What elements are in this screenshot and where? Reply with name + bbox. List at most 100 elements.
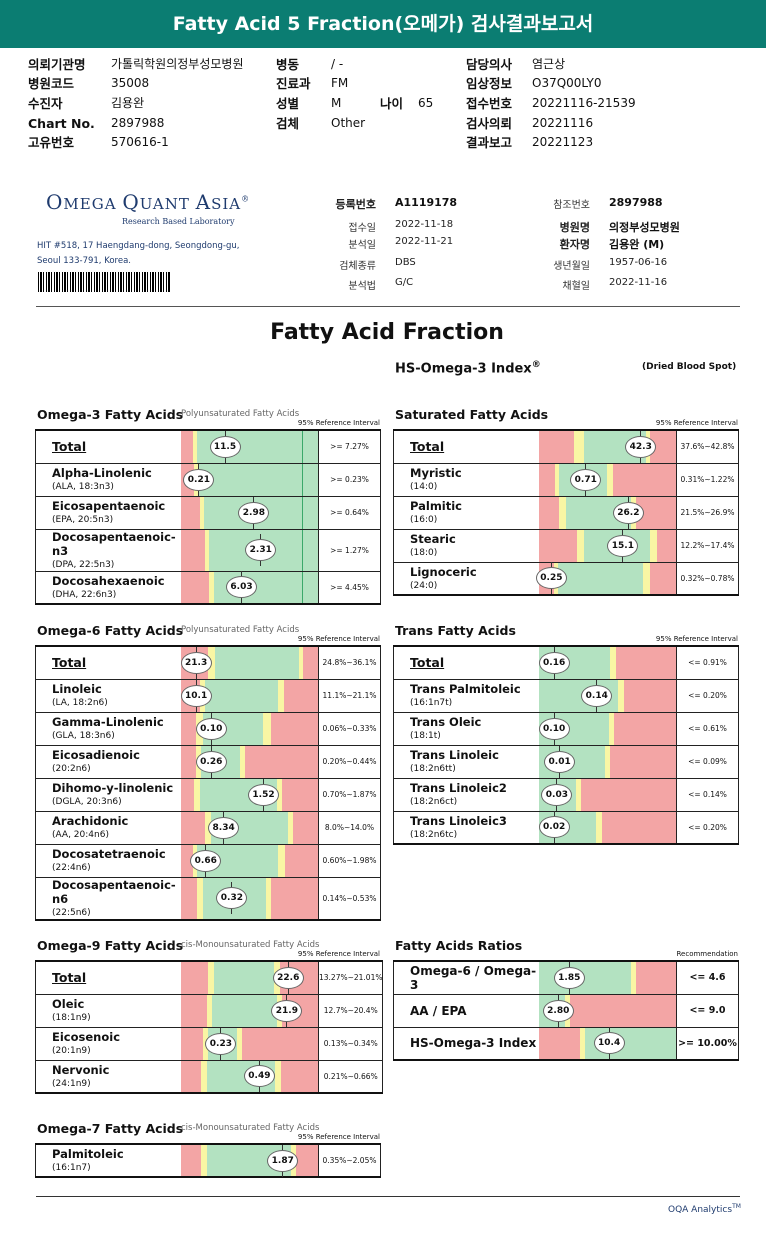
section-title-o3: Omega-3 Fatty Acids <box>37 407 184 422</box>
meta-label: 참조번호 <box>553 200 590 211</box>
meta-value: 김용완 (M) <box>609 238 665 251</box>
range-segment <box>649 562 676 594</box>
analyte-name: Trans Linoleic <box>410 748 499 762</box>
reference-line <box>301 431 303 463</box>
analyte-name: Docosapentaenoic-n3 <box>52 529 176 558</box>
result-row: Eicosadienoic (20:2n6) 0.26 0.20%~0.44% <box>35 744 381 779</box>
result-row: Total 11.5 >= 7.27% <box>35 429 381 464</box>
footer: OQA AnalyticsTM <box>668 1203 741 1215</box>
lab-logo: OMEGA QUANT ASIA® <box>46 190 251 214</box>
result-row: Trans Palmitoleic (16:1n7t) 0.14 <= 0.20% <box>393 678 739 713</box>
analyte-name-cell: Eicosenoic (20:1n9) <box>35 1026 181 1061</box>
analyte-name-cell: Lignoceric (24:0) <box>393 561 539 596</box>
range-segment <box>538 463 555 496</box>
lab-address-line1: HIT #518, 17 Haengdang-dong, Seongdong-g… <box>37 241 240 251</box>
info-value: / - <box>331 57 344 71</box>
result-value-marker: 0.66 <box>190 844 222 877</box>
meta-label: 병원명 <box>559 221 590 234</box>
range-segment <box>180 1027 203 1060</box>
info-label: Chart No. <box>28 116 95 131</box>
info-value: 20221116-21539 <box>532 96 636 110</box>
info-value: 20221123 <box>532 135 594 149</box>
reference-range: 0.06%~0.33% <box>318 711 381 746</box>
reference-range: 0.70%~1.87% <box>318 777 381 812</box>
range-segment <box>180 994 207 1027</box>
analyte-name: Eicosapentaenoic <box>52 499 166 513</box>
analyte-name-cell: Docosatetraenoic (22:4n6) <box>35 843 181 878</box>
analyte-name: Oleic <box>52 997 85 1011</box>
reference-line <box>301 496 303 529</box>
meta-label: 분석법 <box>348 281 376 292</box>
range-bar: 0.10 <box>180 711 319 746</box>
range-segment <box>581 778 676 811</box>
range-segment <box>180 877 197 919</box>
range-bar: 0.03 <box>538 777 677 812</box>
result-row: Lignoceric (24:0) 0.25 0.32%~0.78% <box>393 561 739 596</box>
meta-label: 등록번호 <box>335 198 376 211</box>
result-value-marker: 0.16 <box>538 646 570 679</box>
result-value-marker: 15.1 <box>607 529 639 562</box>
results-table-tr: Total 0.16 <= 0.91% Trans Palmitoleic (16:1n… <box>393 645 739 845</box>
range-bar: 0.21 <box>180 462 319 497</box>
analyte-code: (ALA, 18:3n3) <box>52 482 114 492</box>
info-value: 65 <box>418 96 434 110</box>
range-bar: 10.1 <box>180 678 319 713</box>
info-value: 2897988 <box>111 116 165 130</box>
result-row: Docosatetraenoic (22:4n6) 0.66 0.60%~1.98% <box>35 843 381 878</box>
result-row: Total 0.16 <= 0.91% <box>393 645 739 680</box>
reference-interval-header: 95% Reference Interval <box>297 635 380 643</box>
info-label: 담당의사 <box>466 57 513 72</box>
info-label: 성별 <box>276 96 300 111</box>
range-bar: 42.3 <box>538 429 677 464</box>
analyte-code: (DPA, 22:5n3) <box>52 559 115 570</box>
analyte-code: (18:2n6tc) <box>410 829 458 840</box>
result-row: Alpha-Linolenic (ALA, 18:3n3) 0.21 >= 0.23% <box>35 462 381 497</box>
range-segment <box>296 1145 318 1176</box>
analyte-name: Total <box>410 654 445 670</box>
range-segment <box>612 463 676 496</box>
range-segment <box>615 647 676 679</box>
range-bar: 6.03 <box>180 570 319 605</box>
range-bar: 2.98 <box>180 495 319 530</box>
result-value-marker: 1.85 <box>553 961 585 994</box>
analyte-code: (LA, 18:2n6) <box>52 698 108 708</box>
reference-range: 12.2%~17.4% <box>676 528 739 563</box>
result-value-marker: 0.49 <box>243 1060 275 1093</box>
result-row: Oleic (18:1n9) 21.9 12.7%~20.4% <box>35 993 384 1028</box>
analyte-name-cell: Trans Oleic (18:1t) <box>393 711 539 746</box>
analyte-code: (EPA, 20:5n3) <box>52 515 114 525</box>
range-segment <box>263 712 272 745</box>
range-segment <box>245 745 318 778</box>
analyte-name: Eicosadienoic <box>52 748 140 762</box>
reference-range: 24.8%~36.1% <box>318 645 381 680</box>
result-value-marker: 0.32 <box>216 882 248 914</box>
info-value: O37Q00LY0 <box>532 76 602 90</box>
range-segment <box>610 647 616 679</box>
range-segment <box>180 1145 202 1176</box>
result-row: Omega-6 / Omega-3 1.85 <= 4.6 <box>393 960 739 995</box>
result-row: Trans Linoleic3 (18:2n6tc) 0.02 <= 0.20% <box>393 810 739 845</box>
reference-interval-header: 95% Reference Interval <box>655 419 738 427</box>
analyte-name: Palmitic <box>410 499 463 513</box>
reference-range: <= 0.91% <box>676 645 739 680</box>
result-value-marker: 42.3 <box>625 430 657 463</box>
analyte-code: (22:5n6) <box>52 907 91 918</box>
range-segment <box>180 1060 202 1092</box>
analyte-code: (AA, 20:4n6) <box>52 830 109 840</box>
range-segment <box>604 745 610 778</box>
range-segment <box>275 1060 281 1092</box>
analyte-code: (16:1n7t) <box>410 698 453 708</box>
range-bar: 22.6 <box>180 960 319 995</box>
reference-range: >= 1.27% <box>318 528 381 572</box>
range-bar: 0.32 <box>180 876 319 921</box>
meta-value: 2897988 <box>609 196 663 209</box>
analyte-name-cell: HS-Omega-3 Index <box>393 1026 539 1061</box>
analyte-name-cell: Docosahexaenoic (DHA, 22:6n3) <box>35 570 181 605</box>
analyte-name: Total <box>410 438 445 454</box>
range-segment <box>197 877 203 919</box>
result-value-marker: 0.26 <box>195 745 227 778</box>
range-segment <box>180 745 196 778</box>
reference-range: >= 10.00% <box>676 1026 739 1061</box>
info-label: 나이 <box>380 96 404 111</box>
meta-label: 채혈일 <box>562 281 590 292</box>
